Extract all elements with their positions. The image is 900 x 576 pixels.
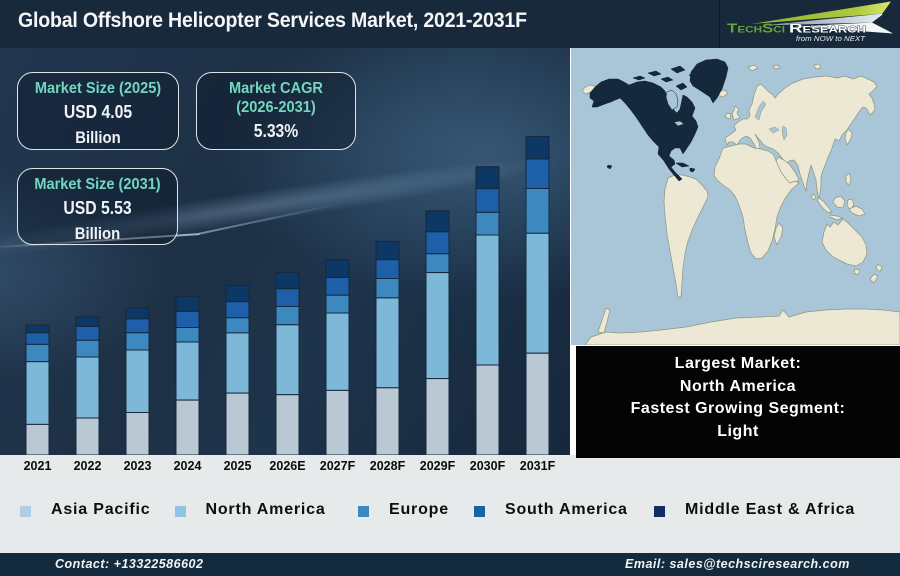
svg-text:Research: Research <box>789 21 866 36</box>
svg-text:TechSci: TechSci <box>727 21 785 36</box>
svg-text:from NOW to NEXT: from NOW to NEXT <box>796 34 866 43</box>
